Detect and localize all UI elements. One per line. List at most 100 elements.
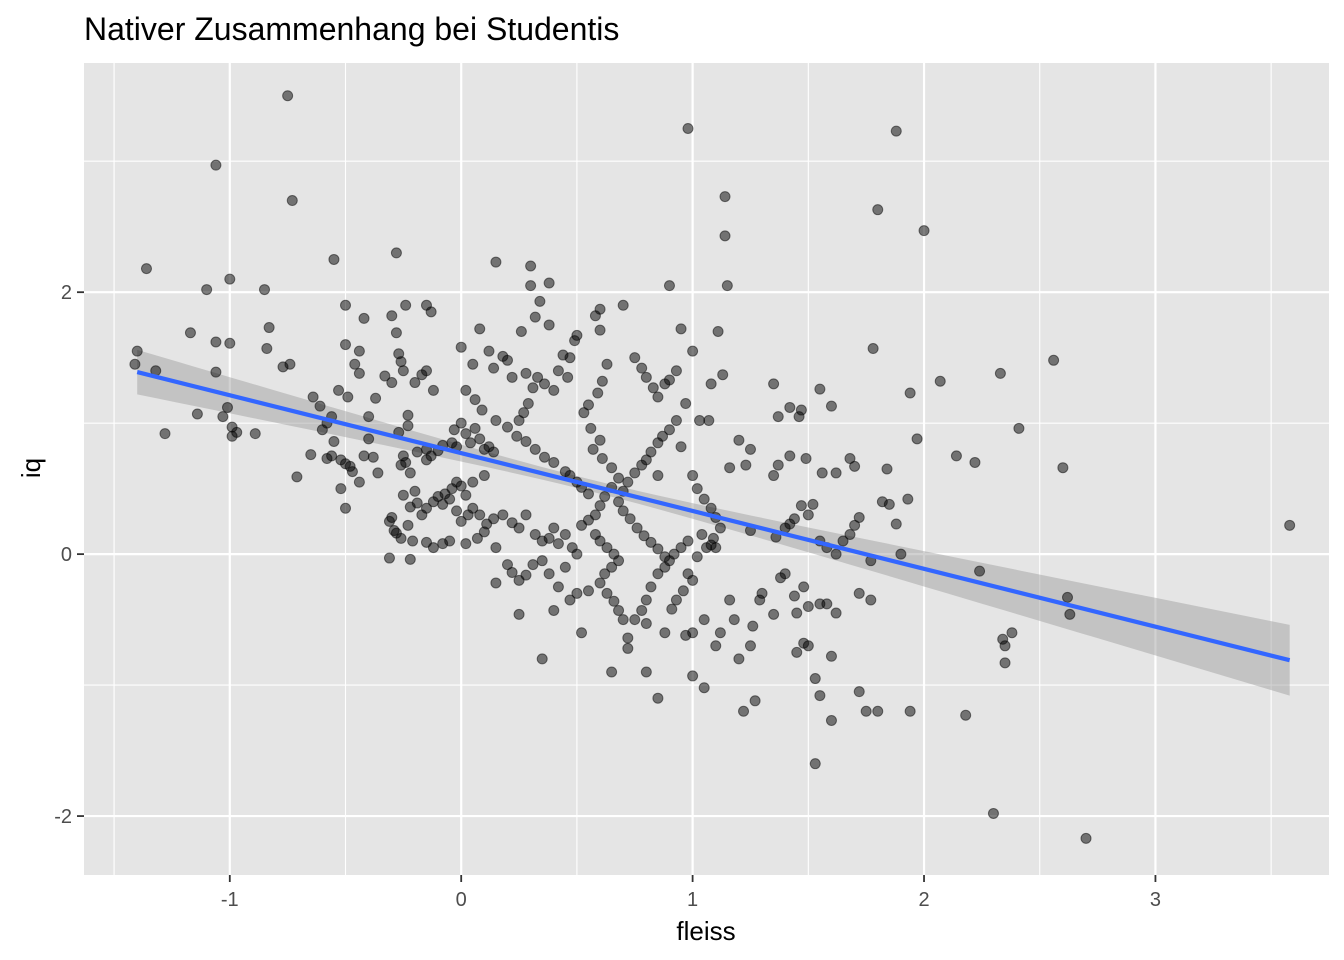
data-point — [606, 462, 618, 474]
data-point — [506, 566, 518, 578]
data-point — [536, 555, 548, 567]
data-point — [326, 450, 338, 462]
data-point — [506, 371, 518, 383]
data-point — [397, 489, 409, 501]
data-point — [670, 365, 682, 377]
data-point — [719, 191, 731, 203]
data-point — [638, 530, 650, 542]
data-point — [705, 378, 717, 390]
data-point — [564, 352, 576, 364]
data-point — [469, 422, 481, 434]
data-point — [383, 552, 395, 564]
data-point — [328, 436, 340, 447]
data-point — [613, 604, 625, 616]
y-tick-label: 2 — [61, 282, 72, 304]
data-point — [895, 548, 907, 560]
data-point — [904, 387, 916, 399]
data-point — [744, 443, 756, 455]
data-point — [816, 467, 828, 479]
data-point — [395, 532, 407, 544]
data-point — [800, 453, 812, 465]
data-point — [467, 476, 479, 488]
data-point — [675, 441, 687, 453]
data-point — [476, 404, 488, 416]
data-point — [772, 411, 784, 423]
data-point — [860, 705, 872, 717]
data-point — [680, 629, 692, 641]
data-point — [259, 284, 270, 296]
data-point — [698, 614, 710, 626]
data-point — [788, 590, 800, 602]
data-point — [911, 433, 923, 445]
data-point — [802, 509, 814, 521]
data-point — [670, 415, 682, 427]
data-point — [594, 324, 606, 336]
data-point — [652, 470, 664, 482]
data-point — [969, 456, 981, 468]
x-tick-label: 2 — [918, 889, 929, 911]
data-point — [390, 247, 402, 259]
data-point — [652, 391, 664, 403]
data-point — [1057, 462, 1069, 474]
data-point — [527, 382, 539, 394]
data-point — [522, 398, 534, 410]
data-point — [617, 614, 629, 626]
data-point — [663, 424, 675, 436]
data-point — [768, 608, 780, 620]
y-tick-label: 0 — [61, 544, 72, 566]
data-point — [629, 352, 641, 364]
data-point — [231, 426, 243, 438]
data-point — [594, 577, 606, 589]
data-point — [539, 451, 551, 463]
data-point — [513, 608, 525, 620]
data-point — [703, 415, 715, 427]
data-point — [675, 542, 687, 554]
data-point — [397, 365, 409, 377]
data-point — [594, 434, 606, 446]
data-point — [474, 323, 486, 335]
data-point — [483, 345, 495, 357]
data-point — [740, 459, 752, 471]
data-point — [525, 260, 537, 272]
data-point — [400, 299, 412, 311]
data-point — [263, 322, 275, 334]
data-point — [594, 303, 606, 315]
data-point — [645, 581, 657, 593]
data-point — [513, 415, 525, 427]
data-point — [987, 807, 999, 819]
data-point — [881, 463, 893, 475]
data-point — [342, 391, 354, 403]
data-point — [455, 480, 467, 492]
data-point — [520, 367, 532, 379]
data-point — [719, 230, 731, 242]
data-point — [853, 511, 865, 523]
x-tick-label: 3 — [1150, 889, 1161, 911]
data-point — [515, 325, 527, 337]
data-point — [691, 483, 703, 495]
data-point — [1062, 591, 1073, 603]
data-point — [802, 601, 814, 613]
data-point — [582, 488, 594, 500]
data-point — [596, 453, 608, 465]
data-point — [608, 595, 620, 607]
data-point — [798, 581, 810, 593]
data-point — [872, 705, 884, 717]
data-point — [409, 377, 421, 389]
data-point — [587, 443, 599, 455]
data-point — [386, 310, 398, 322]
data-point — [140, 263, 152, 275]
data-point — [606, 561, 618, 573]
data-point — [670, 594, 682, 606]
points-layer — [129, 90, 1296, 844]
data-point — [451, 505, 463, 517]
data-point — [807, 498, 819, 510]
data-point — [191, 408, 203, 420]
data-point — [520, 509, 532, 521]
confidence-band-layer — [137, 349, 1290, 696]
data-point — [830, 467, 842, 479]
regression-line — [136, 370, 1291, 663]
data-point — [501, 354, 513, 366]
fit-line-layer — [136, 370, 1291, 663]
data-point — [420, 365, 432, 377]
